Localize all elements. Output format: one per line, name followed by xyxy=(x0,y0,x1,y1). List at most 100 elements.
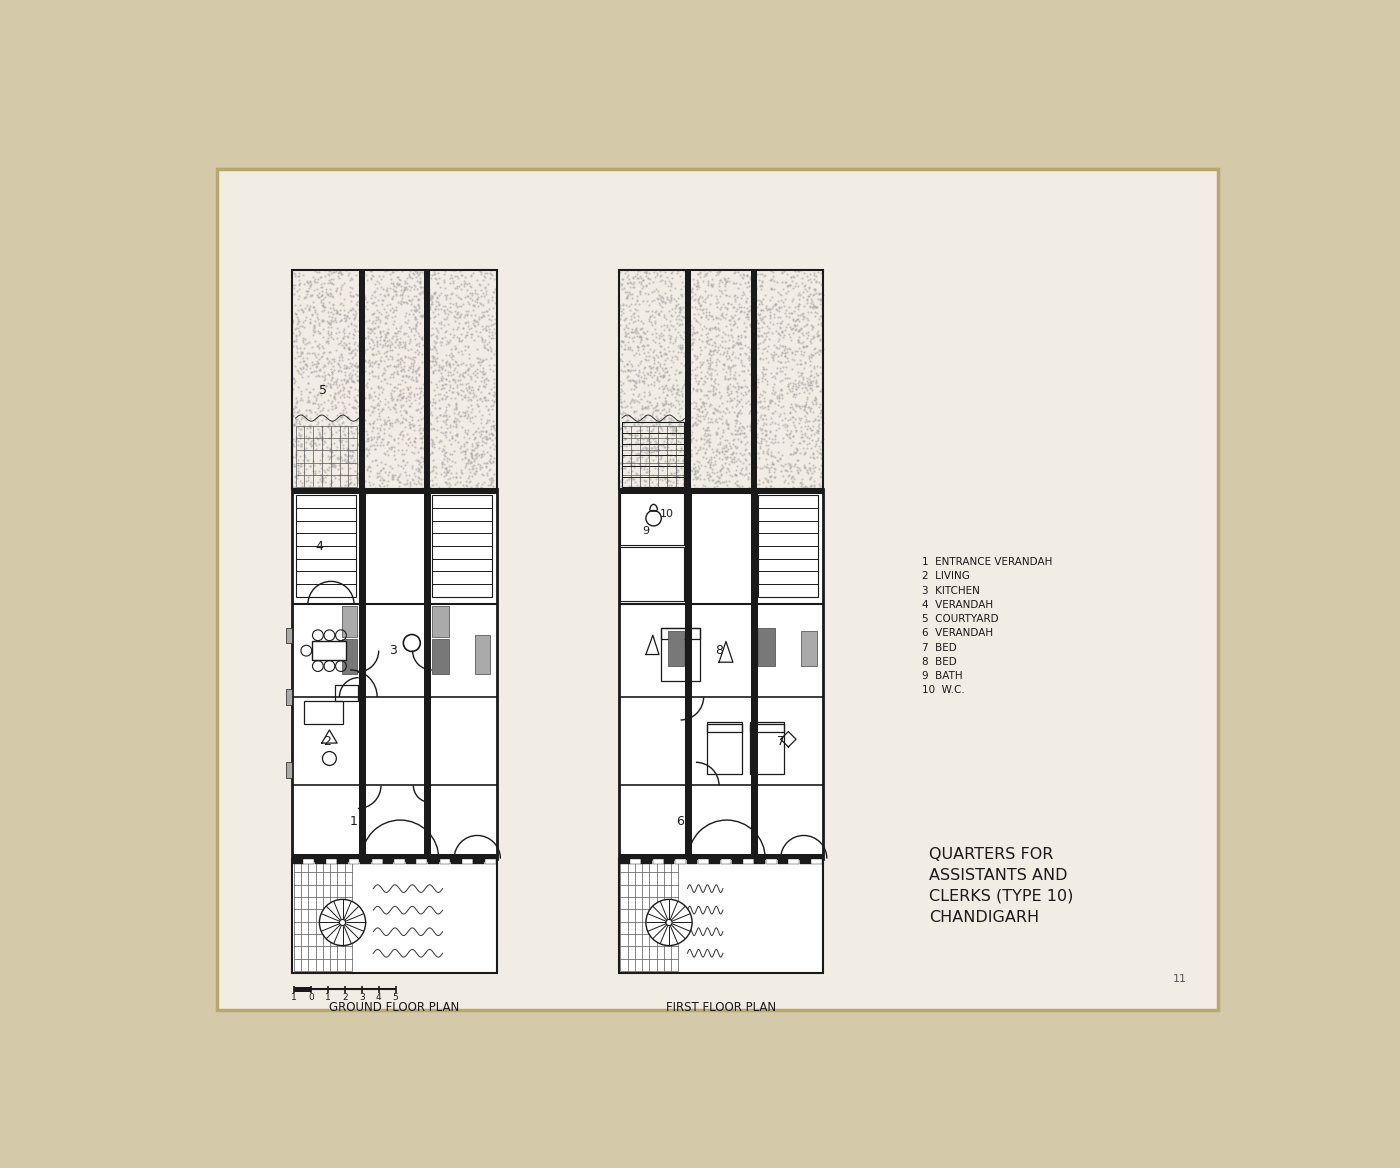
Bar xyxy=(406,858,416,864)
Text: 1: 1 xyxy=(325,994,330,1002)
Bar xyxy=(619,858,630,864)
Bar xyxy=(788,858,799,864)
Text: 2  LIVING: 2 LIVING xyxy=(921,571,969,582)
Text: 9: 9 xyxy=(643,527,650,536)
Text: 8  BED: 8 BED xyxy=(921,656,956,667)
Bar xyxy=(652,858,664,864)
Text: 2: 2 xyxy=(342,994,347,1002)
Bar xyxy=(475,635,490,674)
Text: 3: 3 xyxy=(389,645,396,658)
Bar xyxy=(619,489,823,494)
Bar xyxy=(687,858,697,864)
Text: 4: 4 xyxy=(315,541,323,554)
Bar xyxy=(812,858,822,864)
Bar xyxy=(416,858,427,864)
Bar xyxy=(337,858,349,864)
Bar xyxy=(342,639,357,674)
Text: FIRST FLOOR PLAN: FIRST FLOOR PLAN xyxy=(665,1001,776,1014)
Bar xyxy=(287,763,293,778)
Bar xyxy=(293,858,304,864)
Bar xyxy=(750,270,757,489)
Text: CHANDIGARH: CHANDIGARH xyxy=(930,910,1039,925)
Bar xyxy=(759,495,819,597)
Text: 7: 7 xyxy=(777,735,784,748)
Bar xyxy=(293,270,497,489)
Bar xyxy=(462,858,473,864)
Bar xyxy=(661,627,700,681)
Bar xyxy=(440,858,451,864)
Bar xyxy=(766,858,777,864)
Bar xyxy=(799,858,811,864)
Bar xyxy=(315,858,326,864)
Bar xyxy=(349,858,360,864)
Bar xyxy=(431,639,449,674)
Bar xyxy=(685,270,692,489)
Text: 3: 3 xyxy=(358,994,364,1002)
Bar xyxy=(326,858,337,864)
Bar xyxy=(424,489,431,858)
Bar xyxy=(451,858,462,864)
Text: 4: 4 xyxy=(375,994,382,1002)
Bar xyxy=(777,858,788,864)
Text: 1: 1 xyxy=(291,994,297,1002)
Text: 6: 6 xyxy=(676,815,685,828)
Bar xyxy=(424,270,430,489)
Circle shape xyxy=(319,899,365,946)
Bar xyxy=(395,858,405,864)
Text: ASSISTANTS AND: ASSISTANTS AND xyxy=(930,868,1068,883)
Bar xyxy=(428,858,438,864)
Text: 7  BED: 7 BED xyxy=(921,642,956,653)
Bar xyxy=(372,858,382,864)
Text: 9  BATH: 9 BATH xyxy=(921,672,962,681)
Bar xyxy=(360,858,371,864)
Bar xyxy=(619,270,823,489)
Bar xyxy=(335,686,358,701)
Bar xyxy=(431,606,449,637)
Bar xyxy=(294,987,311,992)
Bar xyxy=(685,489,692,858)
Text: 11: 11 xyxy=(1173,974,1187,985)
Bar xyxy=(619,858,823,973)
Bar xyxy=(707,724,742,774)
Bar xyxy=(759,627,776,666)
Bar xyxy=(293,854,497,858)
Bar xyxy=(699,858,708,864)
Bar xyxy=(293,858,497,973)
Bar xyxy=(708,858,720,864)
Bar xyxy=(620,547,683,602)
Bar xyxy=(801,632,816,666)
Bar xyxy=(293,489,497,858)
Bar xyxy=(358,270,365,489)
Text: QUARTERS FOR: QUARTERS FOR xyxy=(930,847,1054,862)
Bar xyxy=(287,689,293,704)
Bar xyxy=(664,858,675,864)
Text: GROUND FLOOR PLAN: GROUND FLOOR PLAN xyxy=(329,1001,459,1014)
Bar xyxy=(750,722,784,731)
Bar xyxy=(721,858,731,864)
Bar xyxy=(661,627,700,639)
Bar xyxy=(293,855,497,862)
Bar xyxy=(304,858,314,864)
Text: 0: 0 xyxy=(308,994,314,1002)
Bar xyxy=(668,632,683,666)
Bar xyxy=(342,606,357,637)
Text: 1  ENTRANCE VERANDAH: 1 ENTRANCE VERANDAH xyxy=(921,557,1051,568)
Bar xyxy=(312,641,346,660)
Bar xyxy=(304,701,343,724)
Bar xyxy=(750,489,757,858)
Bar xyxy=(619,854,823,858)
Text: 5  COURTYARD: 5 COURTYARD xyxy=(921,614,998,624)
Text: 4  VERANDAH: 4 VERANDAH xyxy=(921,600,993,610)
Text: 6  VERANDAH: 6 VERANDAH xyxy=(921,628,993,639)
Bar xyxy=(382,858,393,864)
Bar xyxy=(358,489,365,858)
Text: 3  KITCHEN: 3 KITCHEN xyxy=(921,585,980,596)
Bar xyxy=(755,858,766,864)
Bar xyxy=(293,489,497,494)
Bar xyxy=(620,492,683,545)
Text: 10  W.C.: 10 W.C. xyxy=(921,686,965,695)
Bar xyxy=(750,724,784,774)
Text: 8: 8 xyxy=(715,645,722,658)
Bar xyxy=(619,489,823,858)
Text: 5: 5 xyxy=(319,384,328,397)
